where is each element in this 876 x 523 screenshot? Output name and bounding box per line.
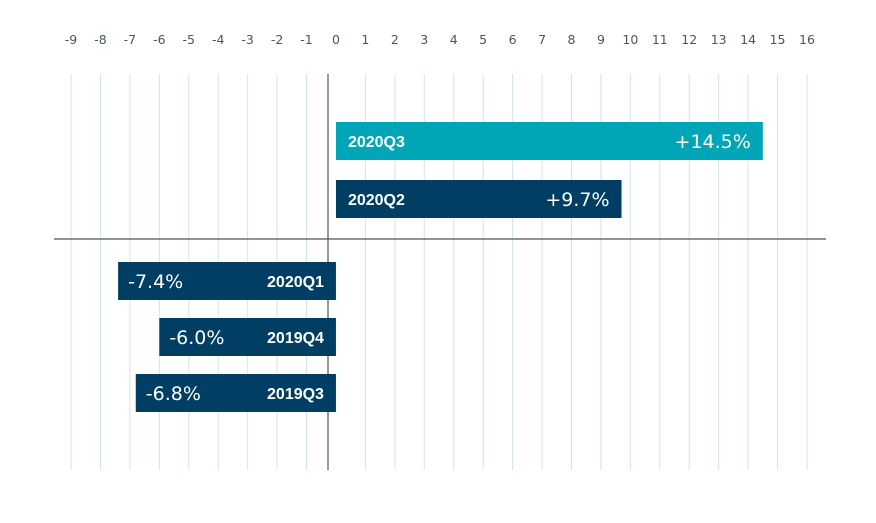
- bar-value-label: -6.0%: [169, 327, 224, 349]
- bar-category-label: 2019Q3: [267, 386, 324, 403]
- x-tick-label: 5: [479, 32, 487, 47]
- bar: [335, 122, 763, 160]
- x-tick-label: -1: [300, 32, 312, 47]
- x-tick-label: 15: [770, 32, 786, 47]
- x-tick-label: 3: [420, 32, 428, 47]
- x-tick-label: -4: [212, 32, 225, 47]
- x-tick-label: 6: [509, 32, 517, 47]
- bar-group: 2019Q4 -6.0%: [159, 318, 336, 356]
- x-tick-label: 10: [622, 32, 638, 47]
- bar: [335, 180, 622, 218]
- x-tick-label: -6: [153, 32, 166, 47]
- x-tick-label: 8: [568, 32, 576, 47]
- x-tick-label: -7: [124, 32, 136, 47]
- bar-value-label: +14.5%: [675, 131, 751, 153]
- x-axis-ticks: -9 -8 -7 -6 -5 -4 -3 -2 -1 0 1 2 3 4 5 6 7 8 9 10 11 12 13 14 15…: [65, 32, 815, 47]
- x-tick-label: -5: [183, 32, 195, 47]
- bar-category-label: 2020Q2: [348, 192, 405, 209]
- bar-value-label: -7.4%: [128, 271, 183, 293]
- x-tick-label: -3: [241, 32, 253, 47]
- x-tick-label: 16: [799, 32, 815, 47]
- bar-group: 2019Q3 -6.8%: [135, 374, 336, 412]
- bar-category-label: 2019Q4: [267, 330, 324, 347]
- bar-group: 2020Q1 -7.4%: [118, 262, 336, 300]
- x-tick-label: 9: [597, 32, 605, 47]
- x-tick-label: 1: [361, 32, 369, 47]
- x-tick-label: 4: [450, 32, 458, 47]
- bar-value-label: -6.8%: [146, 383, 201, 405]
- bar: [159, 318, 336, 356]
- bar-value-label: +9.7%: [545, 189, 609, 211]
- x-tick-label: 12: [681, 32, 697, 47]
- x-tick-label: -8: [94, 32, 107, 47]
- x-tick-label: 13: [711, 32, 727, 47]
- x-tick-label: -2: [271, 32, 283, 47]
- bar-group: 2020Q2 +9.7%: [335, 180, 622, 218]
- bar-category-label: 2020Q1: [267, 274, 324, 291]
- bar: [135, 374, 336, 412]
- bar: [118, 262, 336, 300]
- x-tick-label: 2: [391, 32, 399, 47]
- x-tick-label: -9: [65, 32, 78, 47]
- x-tick-label: 14: [740, 32, 756, 47]
- bar-category-label: 2020Q3: [348, 134, 405, 151]
- x-tick-label: 0: [332, 32, 340, 47]
- bars: 2020Q3 +14.5% 2020Q2 +9.7% 2020Q1 -7.4% 2019Q4…: [118, 122, 763, 412]
- x-tick-label: 7: [538, 32, 546, 47]
- x-tick-label: 11: [652, 32, 668, 47]
- bar-group: 2020Q3 +14.5%: [335, 122, 763, 160]
